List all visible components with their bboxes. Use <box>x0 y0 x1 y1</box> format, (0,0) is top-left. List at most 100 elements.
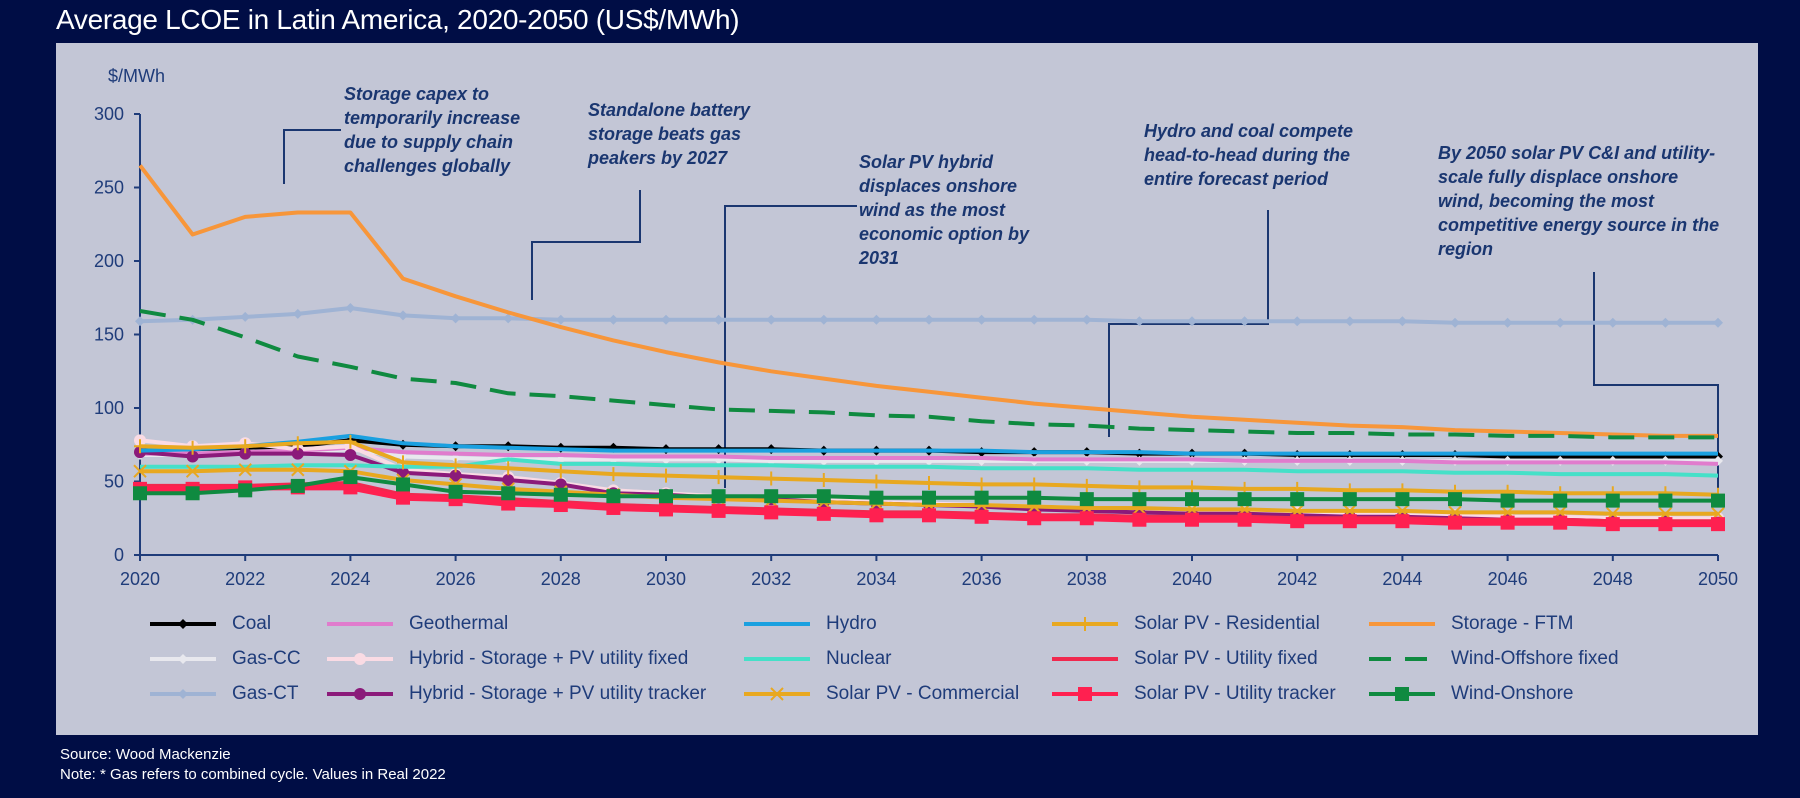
data-point-wind-onshore <box>1290 492 1305 507</box>
legend-item-wind-onshore: Wind-Onshore <box>1367 682 1574 706</box>
data-point-hybrid-storage-pv-utility-tracker <box>186 450 199 463</box>
data-point-wind-onshore <box>1079 492 1094 507</box>
data-point-hybrid-storage-pv-utility-tracker <box>502 474 515 487</box>
legend-swatch-marker <box>1078 687 1092 701</box>
legend-swatch-marker <box>354 653 366 665</box>
data-point-wind-onshore <box>1448 492 1462 507</box>
x-tick-label: 2046 <box>1488 569 1528 589</box>
data-point-gas-ct <box>1555 317 1566 328</box>
legend-label: Solar PV - Utility tracker <box>1134 683 1336 704</box>
data-point-wind-onshore <box>974 490 989 505</box>
legend-label: Storage - FTM <box>1451 613 1574 634</box>
data-point-solar-pv-utility-tracker <box>1500 515 1515 530</box>
data-point-gas-ct <box>924 314 934 325</box>
data-point-solar-pv-residential <box>344 434 357 449</box>
data-point-solar-pv-utility-tracker <box>816 506 831 521</box>
data-point-solar-pv-residential <box>397 455 409 470</box>
legend-swatch <box>150 654 216 664</box>
data-point-solar-pv-residential <box>1028 477 1041 492</box>
data-point-gas-ct <box>1450 317 1460 328</box>
legend-label: Coal <box>232 613 272 634</box>
x-tick-label: 2044 <box>1382 569 1422 589</box>
y-tick-label: 250 <box>94 178 124 198</box>
legend-item-hybrid-storage-pv-utility-tracker: Hybrid - Storage + PV utility tracker <box>325 682 706 706</box>
legend-swatch <box>744 657 810 661</box>
data-point-solar-pv-utility-tracker <box>1395 514 1410 529</box>
series-lines <box>133 164 1725 532</box>
data-point-gas-ct <box>766 314 777 325</box>
series-storage-ftm <box>138 164 1718 438</box>
legend-swatch-marker <box>178 689 188 699</box>
data-point-hybrid-storage-pv-utility-tracker <box>344 449 357 462</box>
data-point-solar-pv-residential <box>975 477 988 492</box>
data-point-solar-pv-utility-tracker <box>1237 512 1252 527</box>
data-point-gas-ct <box>345 303 356 314</box>
legend-swatch <box>1369 622 1435 626</box>
y-axis-label: $/MWh <box>108 66 165 86</box>
data-point-solar-pv-utility-tracker <box>396 490 410 505</box>
legend-label: Wind-Onshore <box>1451 683 1574 704</box>
data-point-wind-onshore <box>1185 492 1199 507</box>
data-point-wind-onshore <box>1237 492 1252 507</box>
legend-item-geothermal: Geothermal <box>325 612 508 636</box>
x-tick-label: 2048 <box>1593 569 1633 589</box>
data-point-solar-pv-residential <box>1080 478 1093 493</box>
annotation-leaders <box>283 129 1719 500</box>
data-point-gas-ct <box>661 314 671 325</box>
data-point-solar-pv-utility-tracker <box>764 505 779 520</box>
data-point-wind-onshore <box>1027 490 1042 505</box>
data-point-wind-onshore <box>501 486 516 501</box>
data-point-solar-pv-commercial <box>238 463 252 477</box>
series-wind-offshore-fixed <box>139 309 1718 440</box>
data-point-wind-onshore <box>1711 493 1725 508</box>
data-point-gas-ct <box>398 310 408 321</box>
annotation-battery-beats-peakers: Standalone battery storage beats gas pea… <box>588 100 751 168</box>
data-point-wind-onshore <box>711 489 726 504</box>
data-point-solar-pv-utility-tracker <box>1027 511 1042 526</box>
data-point-wind-onshore <box>816 489 831 504</box>
data-point-solar-pv-residential <box>239 439 252 454</box>
legend-swatch <box>1052 687 1118 701</box>
data-point-gas-ct <box>503 313 514 324</box>
annotation-hydro-coal-compete: Hydro and coal compete head-to-head duri… <box>1144 121 1354 189</box>
data-point-solar-pv-commercial <box>291 463 305 477</box>
legend-item-nuclear: Nuclear <box>742 647 891 671</box>
data-point-wind-onshore <box>343 470 358 485</box>
x-tick-label: 2038 <box>1067 569 1107 589</box>
data-point-solar-pv-residential <box>1186 480 1198 495</box>
axes: 0 50 100 150 200 250 300 $/MWh 2020 2022 2024 2026 2… <box>94 66 1738 589</box>
x-tick-label: 2022 <box>225 569 265 589</box>
x-tick-label: 2026 <box>436 569 476 589</box>
data-point-gas-ct <box>555 314 566 325</box>
x-tick-label: 2036 <box>962 569 1002 589</box>
series-hydro <box>139 433 1718 456</box>
y-tick-label: 150 <box>94 325 124 345</box>
legend-item-solar-pv-utility-fixed: Solar PV - Utility fixed <box>1050 647 1318 671</box>
data-point-gas-ct <box>1239 316 1250 327</box>
annotation-leader-line <box>724 205 857 488</box>
legend-swatch-marker <box>1079 617 1091 631</box>
data-point-solar-pv-residential <box>923 475 935 490</box>
data-point-solar-pv-utility-tracker <box>606 500 621 515</box>
source-text: Source: Wood Mackenzie <box>60 746 231 763</box>
x-tick-label: 2050 <box>1698 569 1738 589</box>
data-point-solar-pv-residential <box>817 473 830 488</box>
annotation-storage-capex: Storage capex to temporarily increase du… <box>344 84 521 176</box>
data-point-wind-onshore <box>1553 493 1568 508</box>
data-point-solar-pv-residential <box>186 440 199 455</box>
legend-swatch-marker <box>178 654 188 664</box>
legend-label: Solar PV - Commercial <box>826 683 1020 704</box>
y-tick-label: 200 <box>94 251 124 271</box>
data-point-wind-onshore <box>606 489 621 504</box>
data-point-gas-ct <box>1344 316 1355 327</box>
data-point-wind-onshore <box>1658 493 1673 508</box>
data-point-wind-onshore <box>396 477 410 492</box>
legend-swatch <box>1052 657 1118 661</box>
data-point-solar-pv-utility-tracker <box>1658 517 1673 532</box>
y-tick-label: 100 <box>94 398 124 418</box>
data-point-solar-pv-utility-tracker <box>1553 515 1568 530</box>
data-point-wind-onshore <box>1395 492 1410 507</box>
data-point-gas-ct <box>1134 316 1145 327</box>
data-point-gas-ct <box>1029 314 1040 325</box>
